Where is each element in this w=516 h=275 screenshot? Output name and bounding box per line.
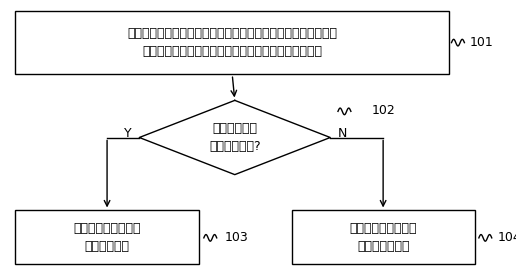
Text: 104: 104 bbox=[498, 231, 516, 244]
FancyBboxPatch shape bbox=[15, 11, 449, 74]
Text: Y: Y bbox=[124, 127, 132, 140]
Text: 控制压缩机的绕组为
三角形连接方式: 控制压缩机的绕组为 三角形连接方式 bbox=[349, 222, 417, 253]
Text: 102: 102 bbox=[372, 103, 395, 117]
Text: N: N bbox=[338, 127, 347, 140]
Text: 计算实时室内温度与室内温度目标值之间的温差，获得实时室内
温差，将实时室内温差与第一设定室内温差阈值作比较: 计算实时室内温度与室内温度目标值之间的温差，获得实时室内 温差，将实时室内温差与… bbox=[127, 27, 337, 58]
Text: 小于第一设定
室内温差阈值?: 小于第一设定 室内温差阈值? bbox=[209, 122, 261, 153]
Text: 101: 101 bbox=[470, 36, 493, 49]
Text: 103: 103 bbox=[224, 231, 248, 244]
FancyBboxPatch shape bbox=[15, 210, 199, 264]
Text: 控制压缩机的绕组为
星形连接方式: 控制压缩机的绕组为 星形连接方式 bbox=[73, 222, 141, 253]
FancyBboxPatch shape bbox=[292, 210, 475, 264]
